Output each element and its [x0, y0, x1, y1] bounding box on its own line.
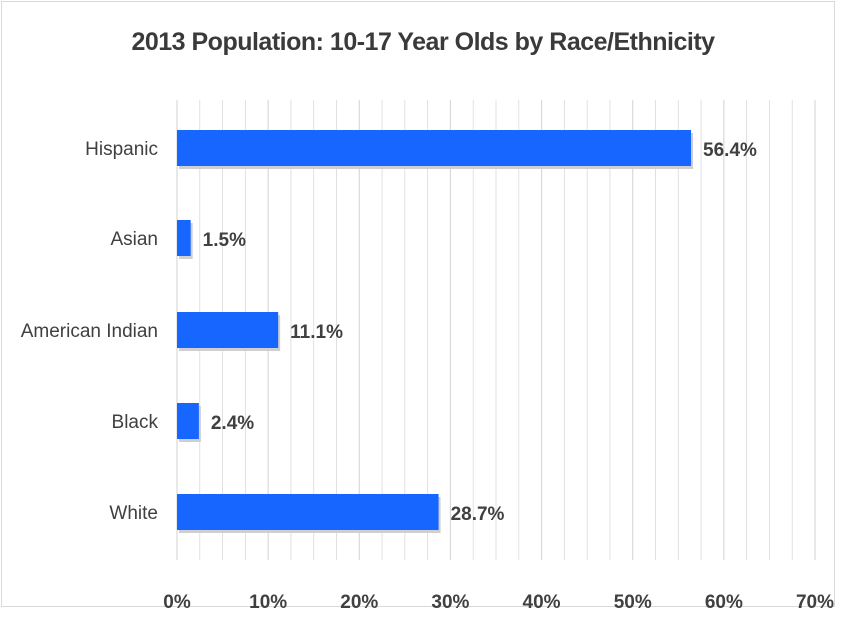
bar-american-indian: [177, 312, 279, 348]
bar-asian: [177, 220, 191, 256]
bars: [177, 130, 694, 533]
data-label: 56.4%: [703, 140, 757, 161]
x-axis-ticks: 0% 10% 20% 30% 40% 50% 60% 70%: [163, 592, 834, 613]
data-label: 2.4%: [211, 413, 254, 434]
category-label: Black: [112, 412, 159, 433]
bar-white: [177, 494, 439, 530]
bar-black: [177, 403, 199, 439]
bar-hispanic: [177, 130, 692, 166]
category-label: American Indian: [21, 321, 158, 342]
x-tick-label: 70%: [796, 592, 834, 613]
data-labels: 56.4% 1.5% 11.1% 2.4% 28.7%: [203, 140, 757, 525]
category-label: Asian: [110, 229, 158, 250]
x-tick-label: 40%: [523, 592, 561, 613]
x-tick-label: 50%: [614, 592, 652, 613]
x-tick-label: 10%: [249, 592, 287, 613]
x-tick-label: 60%: [705, 592, 743, 613]
chart-title: 2013 Population: 10-17 Year Olds by Race…: [131, 28, 715, 56]
gridlines: [176, 100, 816, 560]
category-label: White: [109, 503, 158, 524]
data-label: 28.7%: [451, 504, 505, 525]
category-label: Hispanic: [85, 139, 158, 160]
x-tick-label: 30%: [431, 592, 469, 613]
category-labels: Hispanic Asian American Indian Black White: [21, 139, 159, 524]
x-tick-label: 0%: [163, 592, 191, 613]
x-tick-label: 20%: [340, 592, 378, 613]
data-label: 11.1%: [290, 322, 343, 343]
data-label: 1.5%: [203, 230, 246, 251]
